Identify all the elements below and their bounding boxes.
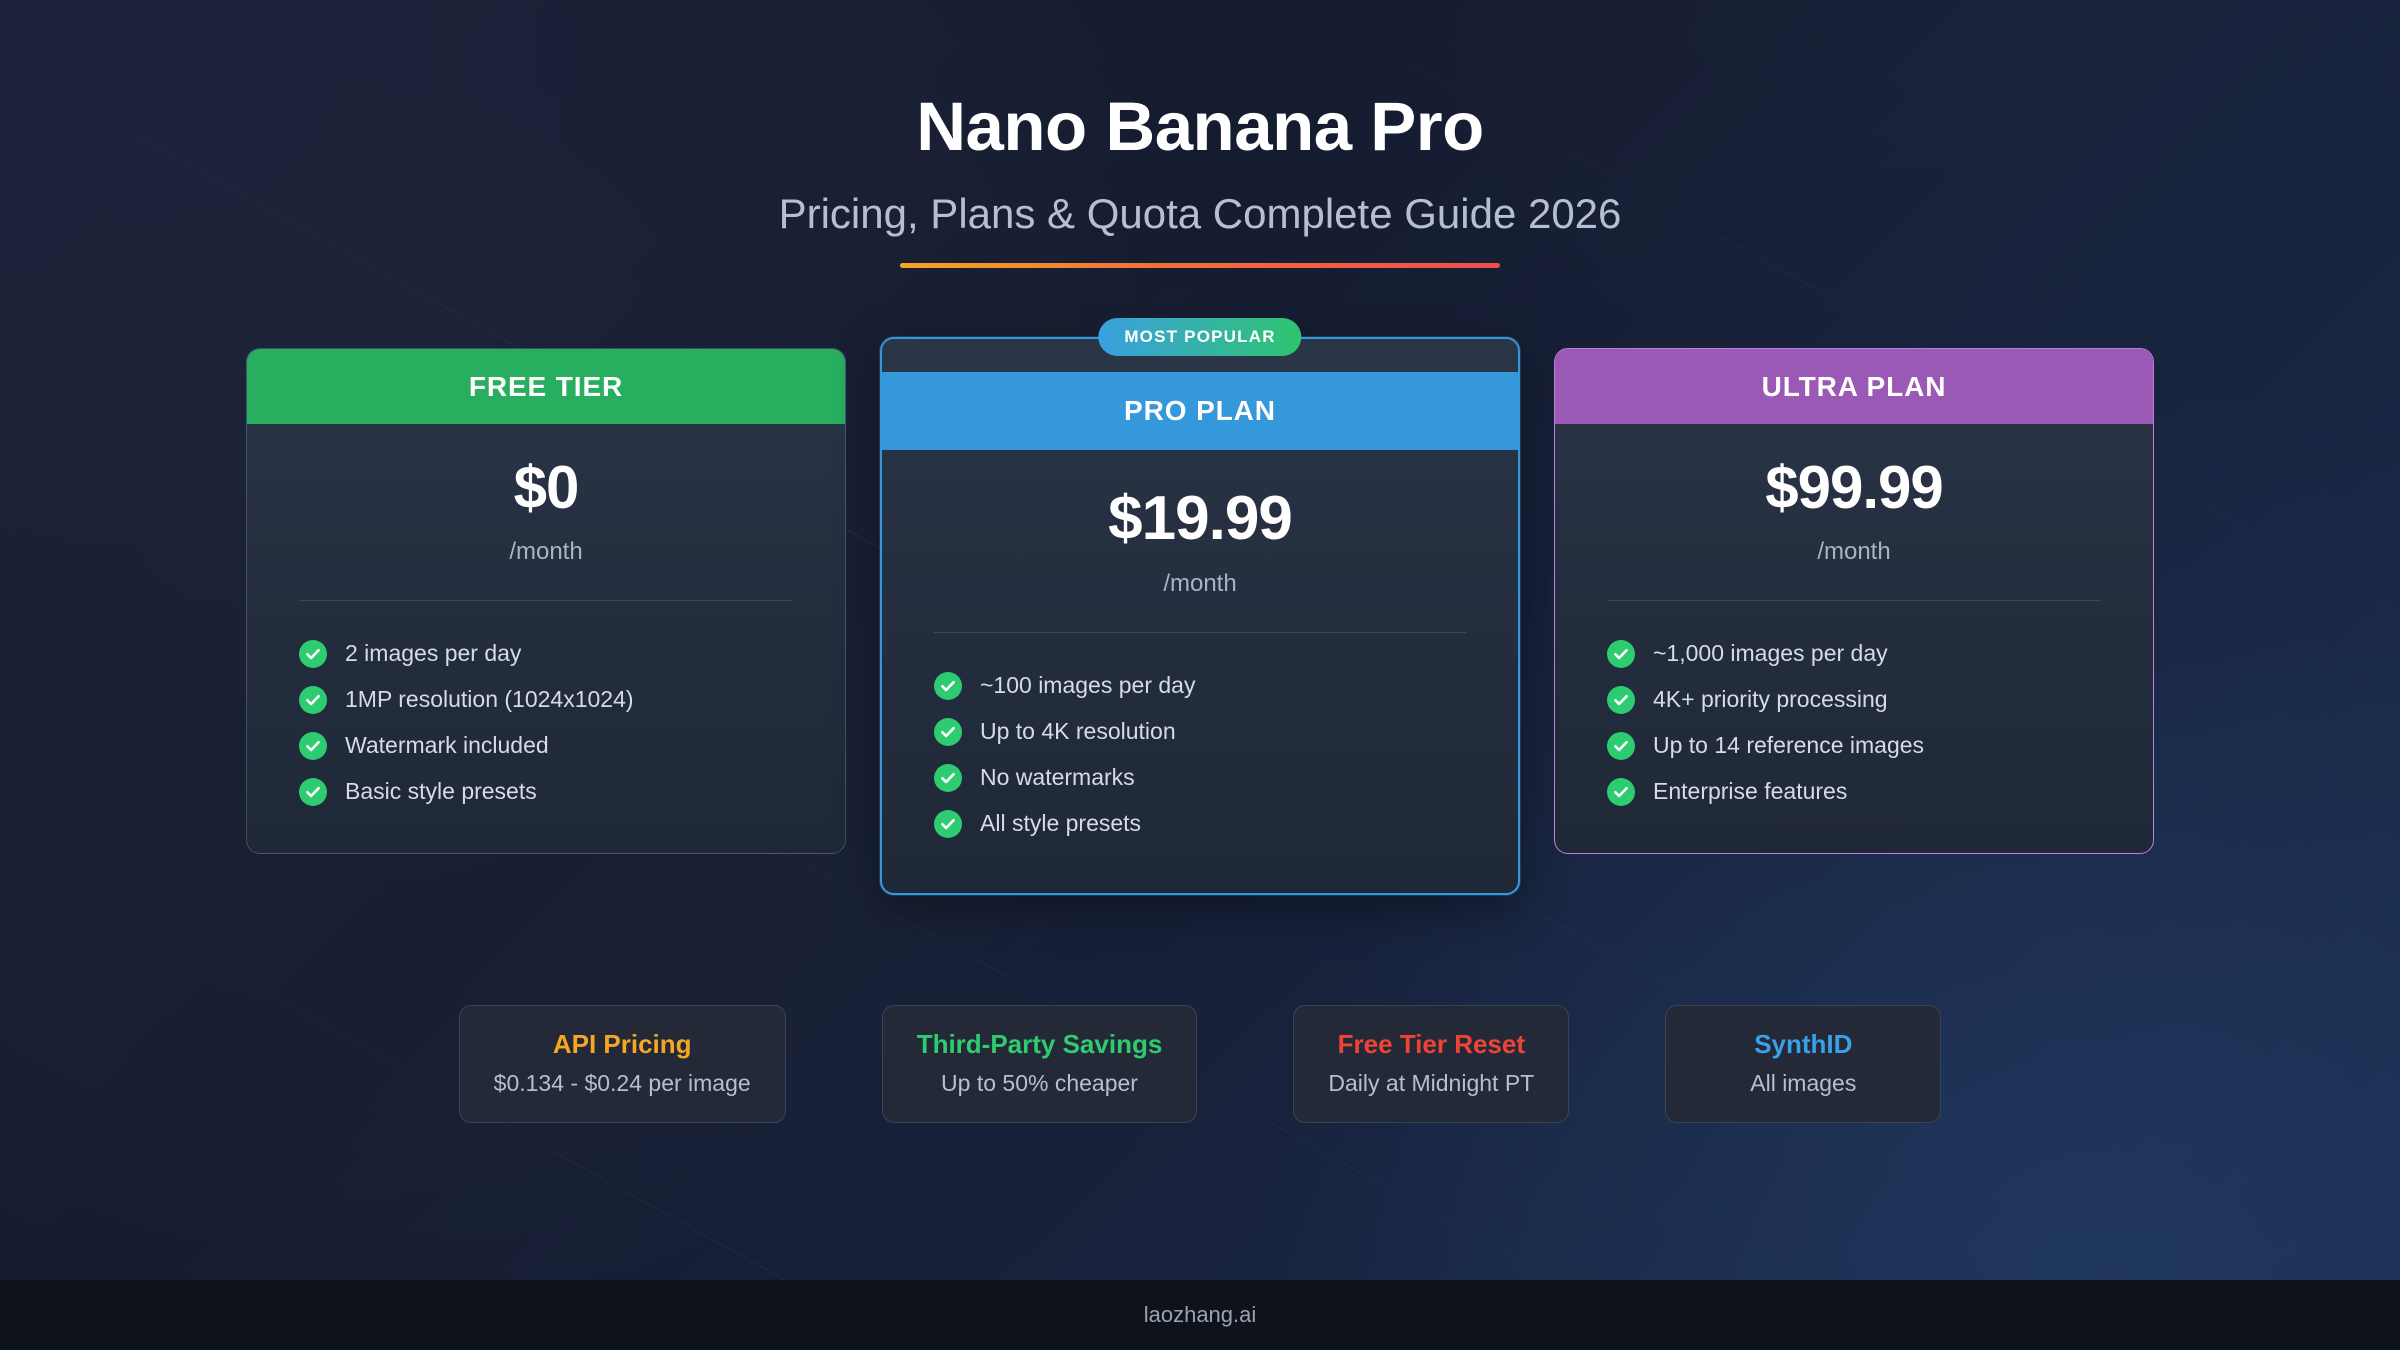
check-icon	[299, 778, 327, 806]
check-icon	[299, 732, 327, 760]
pricing-card-body: PRO PLAN $19.99/month ~100 images per day U…	[880, 337, 1520, 895]
plan-feature-item: Enterprise features	[1555, 769, 2153, 815]
check-icon	[934, 672, 962, 700]
most-popular-badge: MOST POPULAR	[1098, 318, 1302, 356]
plan-feature-label: All style presets	[980, 810, 1142, 837]
check-icon	[934, 718, 962, 746]
info-card-api-pricing[interactable]: API Pricing $0.134 - $0.24 per image	[458, 1005, 786, 1123]
plan-feature-item: ~100 images per day	[882, 663, 1518, 709]
plan-feature-label: Basic style presets	[345, 778, 537, 805]
plan-feature-list: ~1,000 images per day 4K+ priority proces…	[1555, 601, 2153, 853]
check-icon	[934, 764, 962, 792]
check-icon	[1607, 778, 1635, 806]
plan-feature-item: 4K+ priority processing	[1555, 677, 2153, 723]
plan-billing-period: /month	[509, 538, 583, 565]
pricing-card-free[interactable]: FREE TIER $0/month 2 images per day 1MP res…	[246, 348, 846, 854]
plan-feature-label: 1MP resolution (1024x1024)	[345, 686, 634, 713]
plan-divider	[934, 632, 1466, 633]
plan-feature-item: Up to 4K resolution	[882, 709, 1518, 755]
page-title: Nano Banana Pro	[916, 88, 1484, 165]
plan-feature-label: No watermarks	[980, 764, 1135, 791]
info-card-third-party-savings[interactable]: Third-Party Savings Up to 50% cheaper	[881, 1005, 1198, 1123]
plan-price: $99.99	[1765, 454, 1944, 521]
plan-feature-label: Up to 14 reference images	[1653, 732, 1925, 759]
plan-feature-list: ~100 images per day Up to 4K resolution No…	[882, 633, 1518, 893]
plan-feature-item: Basic style presets	[247, 769, 845, 815]
plan-feature-label: Enterprise features	[1653, 778, 1848, 805]
plan-feature-label: Watermark included	[345, 732, 549, 759]
pricing-card-ultra[interactable]: ULTRA PLAN $99.99/month ~1,000 images per …	[1554, 348, 2154, 854]
page-header: Nano Banana Pro Pricing, Plans & Quota C…	[0, 0, 2400, 268]
footer: laozhang.ai	[0, 1280, 2400, 1350]
check-icon	[299, 686, 327, 714]
info-card-synthid[interactable]: SynthID All images	[1665, 1005, 1942, 1123]
check-icon	[1607, 640, 1635, 668]
plan-feature-label: 2 images per day	[345, 640, 522, 667]
pricing-card-pro[interactable]: MOST POPULAR PRO PLAN $19.99/month ~100 ima…	[880, 318, 1520, 895]
info-card-title: API Pricing	[552, 1029, 692, 1059]
plan-feature-item: No watermarks	[882, 755, 1518, 801]
pricing-card-body: FREE TIER $0/month 2 images per day 1MP res…	[246, 348, 846, 854]
plan-divider	[1607, 600, 2101, 601]
plan-feature-label: ~1,000 images per day	[1653, 640, 1888, 667]
info-card-title: Third-Party Savings	[916, 1029, 1163, 1059]
plan-feature-item: ~1,000 images per day	[1555, 631, 2153, 677]
check-icon	[1607, 732, 1635, 760]
plan-feature-item: All style presets	[882, 801, 1518, 847]
plan-feature-item: Watermark included	[247, 723, 845, 769]
info-card-title: Free Tier Reset	[1337, 1029, 1526, 1059]
pricing-card-body: ULTRA PLAN $99.99/month ~1,000 images per …	[1554, 348, 2154, 854]
footer-brand: laozhang.ai	[1143, 1302, 1257, 1327]
check-icon	[299, 640, 327, 668]
plan-name-ultra: ULTRA PLAN	[1555, 349, 2153, 424]
plan-details: $99.99/month ~1,000 images per day 4K+ pri…	[1555, 424, 2153, 853]
pricing-plans-row: FREE TIER $0/month 2 images per day 1MP res…	[0, 318, 2400, 895]
plan-name-free: FREE TIER	[247, 349, 845, 424]
plan-details: $0/month 2 images per day 1MP resolution (…	[247, 424, 845, 853]
info-card-subtitle: $0.134 - $0.24 per image	[493, 1069, 751, 1096]
info-card-subtitle: All images	[1750, 1069, 1857, 1096]
plan-billing-period: /month	[1163, 570, 1237, 597]
page-subtitle: Pricing, Plans & Quota Complete Guide 20…	[778, 190, 1622, 237]
plan-billing-period: /month	[1817, 538, 1891, 565]
info-card-title: SynthID	[1754, 1029, 1853, 1059]
plan-feature-list: 2 images per day 1MP resolution (1024x102…	[247, 601, 845, 853]
plan-details: $19.99/month ~100 images per day Up to 4K …	[882, 450, 1518, 893]
check-icon	[934, 810, 962, 838]
info-cards-row: API Pricing $0.134 - $0.24 per image Third…	[0, 1005, 2400, 1123]
info-card-subtitle: Up to 50% cheaper	[941, 1069, 1138, 1096]
plan-price: $0	[513, 454, 580, 521]
plan-feature-label: ~100 images per day	[980, 672, 1196, 699]
plan-feature-label: Up to 4K resolution	[980, 718, 1176, 745]
check-icon	[1607, 686, 1635, 714]
info-card-subtitle: Daily at Midnight PT	[1328, 1069, 1535, 1096]
plan-feature-label: 4K+ priority processing	[1653, 686, 1888, 713]
plan-feature-item: 2 images per day	[247, 631, 845, 677]
plan-feature-item: Up to 14 reference images	[1555, 723, 2153, 769]
plan-feature-item: 1MP resolution (1024x1024)	[247, 677, 845, 723]
plan-price: $19.99	[1108, 484, 1293, 553]
title-divider	[900, 263, 1500, 268]
plan-name-pro: PRO PLAN	[882, 372, 1518, 450]
info-card-free-tier-reset[interactable]: Free Tier Reset Daily at Midnight PT	[1293, 1005, 1570, 1123]
plan-divider	[299, 600, 793, 601]
